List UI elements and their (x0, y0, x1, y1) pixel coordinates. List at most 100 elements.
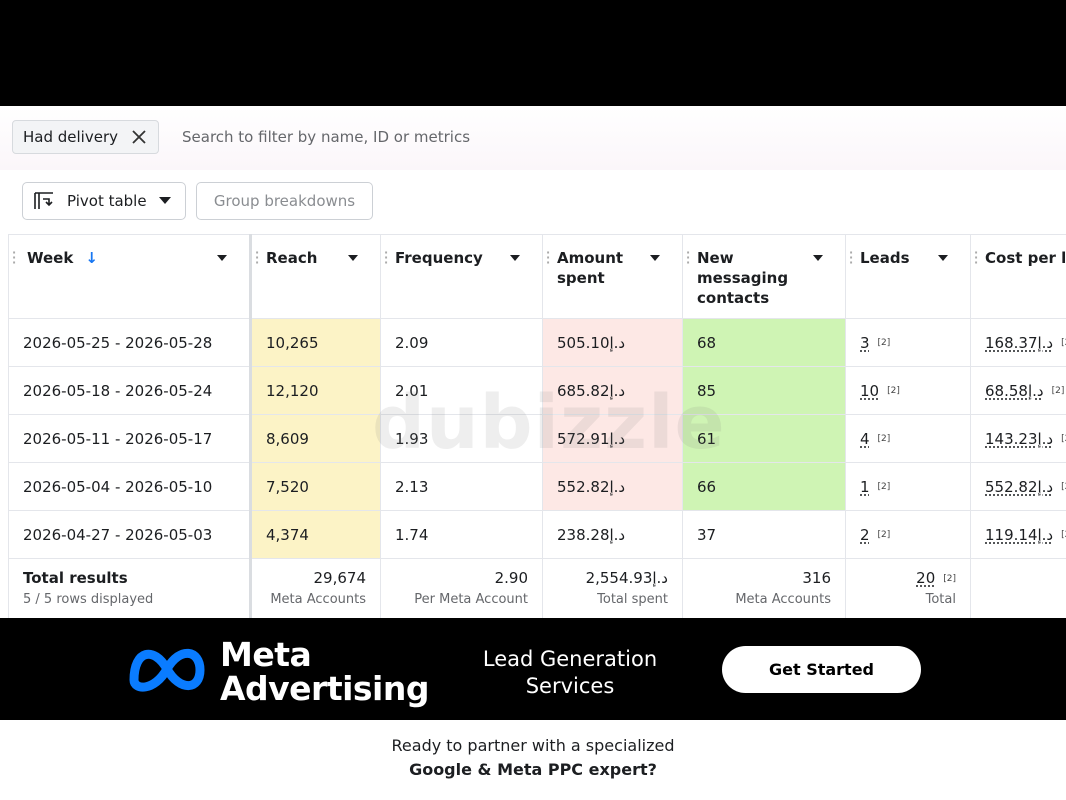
cell-value: 1.74 (395, 525, 429, 544)
table-cell: 8,609 (250, 414, 381, 463)
column-header[interactable]: · · · Leads (845, 234, 971, 319)
dropdown-icon[interactable] (650, 255, 660, 261)
column-header[interactable]: · · · Reach (250, 234, 381, 319)
totals-cell: 127.75د.إ Per Lead (970, 558, 1066, 618)
search-input[interactable]: Search to filter by name, ID or metrics (182, 128, 471, 146)
dropdown-icon[interactable] (938, 255, 948, 261)
group-button[interactable]: Group breakdowns (196, 182, 373, 220)
totals-line: 20 [2] (860, 569, 956, 587)
brand-line: Meta (220, 635, 312, 674)
totals-value: 316 (802, 569, 831, 587)
pivot-button[interactable]: Pivot table (22, 182, 186, 220)
sort-arrow: ↓ (85, 249, 98, 267)
drag-handle: · · · (974, 246, 979, 269)
cell-value: 2.09 (395, 333, 429, 352)
column-label: Frequency (395, 249, 483, 267)
cell-note: [2] (877, 338, 891, 348)
table-cell: 505.10د.إ (542, 318, 683, 367)
cell-note: [2] (1061, 482, 1066, 492)
table-cell: 2.01 (380, 366, 543, 415)
dropdown-icon[interactable] (348, 255, 358, 261)
cell-value[interactable]: 68.58د.إ (985, 381, 1044, 400)
cell-value[interactable]: 4 (860, 429, 870, 448)
banner: Meta Advertising Lead Generation Service… (0, 618, 1066, 720)
totals-line: 2.90 (395, 569, 528, 587)
table-cell: 1 [2] (845, 462, 971, 511)
pivot-label: Pivot table (67, 192, 147, 210)
totals-value: 2,554.93د.إ (585, 569, 668, 587)
table-row: 2026-05-04 - 2026-05-10 7,520 2.13 552.82د.… (8, 462, 1066, 511)
cell-value[interactable]: 10 (860, 381, 880, 400)
cell-note: [2] (887, 386, 900, 396)
cell-value[interactable]: 143.23د.إ (985, 429, 1054, 448)
totals-cell: Total results 5 / 5 rows displayed (8, 558, 252, 618)
table-row: 2026-04-27 - 2026-05-03 4,374 1.74 238.28د.… (8, 510, 1066, 559)
cell-note: [2] (877, 530, 891, 540)
totals-line: 29,674 (266, 569, 367, 587)
dropdown-icon[interactable] (813, 255, 823, 261)
cell-value: 1.93 (395, 429, 429, 448)
cell-value: 2026-05-25 - 2026-05-28 (23, 333, 213, 352)
cell-value: 85 (697, 381, 717, 400)
cell-note: [2] (1061, 530, 1066, 540)
chip-close[interactable] (132, 130, 146, 144)
cell-value[interactable]: 168.37د.إ (985, 333, 1054, 352)
header-row: · · · Week ↓ · · · Reach · · · Frequency · · · Amount sp… (8, 234, 1066, 319)
cta-button[interactable]: Get Started (722, 646, 921, 693)
table-cell: 119.14د.إ [2] (970, 510, 1066, 559)
drag-handle: · · · (686, 246, 691, 269)
column-label: Week (27, 249, 74, 267)
cell-value: 2026-05-18 - 2026-05-24 (23, 381, 213, 400)
column-label: Leads (860, 249, 910, 267)
dropdown-icon[interactable] (510, 255, 520, 261)
cell-value: 2026-05-04 - 2026-05-10 (23, 477, 213, 496)
column-label: New messaging contacts (697, 249, 789, 307)
totals-note: [2] (943, 573, 956, 584)
cell-value: 4,374 (266, 525, 309, 544)
cell-value: 2026-05-11 - 2026-05-17 (23, 429, 213, 448)
tagline: Lead Generation Services (482, 647, 658, 698)
column-header[interactable]: · · · Week ↓ (8, 234, 252, 319)
table-cell: 61 (682, 414, 846, 463)
table-cell: 68 (682, 318, 846, 367)
dropdown-icon (158, 197, 171, 204)
cell-value[interactable]: 3 (860, 333, 870, 352)
filter-chip[interactable]: Had delivery (12, 120, 159, 154)
column-label: Amount spent (557, 249, 624, 287)
cell-value[interactable]: 119.14د.إ (985, 525, 1054, 544)
footer-line: Ready to partner with a specialized (391, 736, 675, 755)
table-cell: 2026-05-11 - 2026-05-17 (8, 414, 252, 463)
cell-value: 7,520 (266, 477, 309, 496)
cell-value: 572.91د.إ (557, 429, 626, 448)
cell-value: 2.01 (395, 381, 429, 400)
cell-value: 61 (697, 429, 717, 448)
totals-caption: Total (925, 592, 956, 607)
totals-line: 316 (697, 569, 831, 587)
cell-value[interactable]: 552.82د.إ (985, 477, 1054, 496)
table-cell: 10 [2] (845, 366, 971, 415)
column-header[interactable]: · · · Amount spent (542, 234, 683, 319)
table-cell: 2 [2] (845, 510, 971, 559)
table-cell: 2026-05-04 - 2026-05-10 (8, 462, 252, 511)
table-container: · · · Week ↓ · · · Reach · · · Frequency · · · Amount sp… (8, 234, 1066, 618)
cell-value: 12,120 (266, 381, 319, 400)
cell-value[interactable]: 2 (860, 525, 870, 544)
totals-caption: Per Lead (985, 592, 1066, 607)
column-label: Cost per lead (985, 249, 1066, 267)
totals-value: 20 (916, 569, 936, 587)
table-cell: 85 (682, 366, 846, 415)
column-header[interactable]: · · · Frequency (380, 234, 543, 319)
cell-value[interactable]: 1 (860, 477, 870, 496)
table-cell: 68.58د.إ [2] (970, 366, 1066, 415)
table-row: 2026-05-25 - 2026-05-28 10,265 2.09 505.10د… (8, 318, 1066, 367)
table-cell: 552.82د.إ [2] (970, 462, 1066, 511)
table-cell: 685.82د.إ (542, 366, 683, 415)
cell-value: 8,609 (266, 429, 309, 448)
dropdown-icon[interactable] (217, 255, 227, 261)
column-header[interactable]: · · · New messaging contacts (682, 234, 846, 319)
cell-value: 66 (697, 477, 717, 496)
totals-sublabel: 5 / 5 rows displayed (23, 592, 154, 607)
column-header[interactable]: ··· Cost per lead (970, 234, 1066, 319)
chip-label: Had delivery (23, 128, 118, 146)
